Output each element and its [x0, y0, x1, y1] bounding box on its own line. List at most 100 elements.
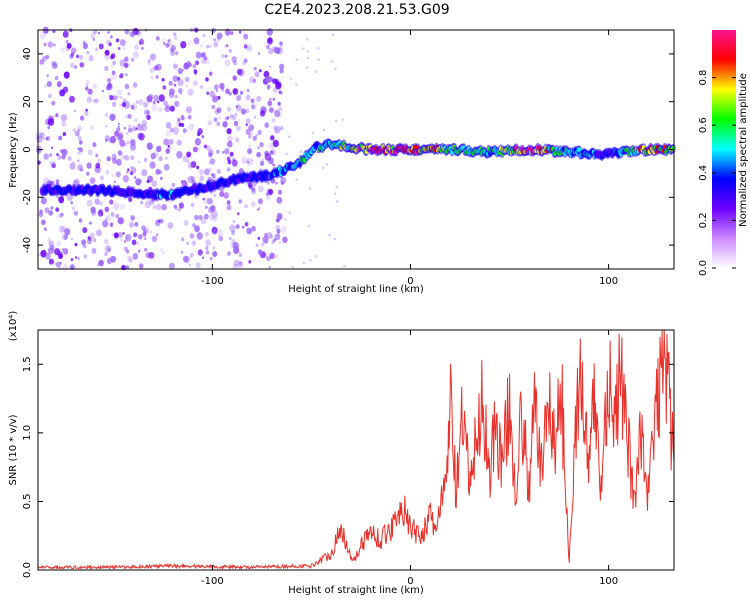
noise-speck [333, 237, 337, 241]
noise-speck [143, 157, 148, 162]
x-tick-label: -100 [201, 576, 224, 587]
noise-speck [99, 175, 104, 181]
noise-speck [125, 131, 129, 136]
noise-speck [194, 71, 198, 75]
noise-speck [117, 231, 123, 238]
noise-speck [187, 40, 192, 46]
noise-speck [173, 83, 177, 87]
noise-speck [176, 139, 182, 146]
noise-speck [274, 126, 281, 134]
noise-speck [44, 84, 47, 88]
noise-speck [122, 46, 126, 50]
noise-speck [134, 44, 140, 51]
noise-speck [238, 252, 243, 257]
noise-speck [217, 116, 222, 120]
noise-speck [224, 117, 228, 121]
noise-speck [272, 87, 278, 93]
noise-speck [229, 151, 234, 157]
noise-speck [245, 108, 250, 114]
noise-speck [127, 114, 132, 119]
noise-speck [232, 116, 237, 121]
noise-speck [110, 64, 114, 68]
noise-speck [173, 63, 178, 70]
noise-speck [257, 249, 263, 255]
noise-speck [65, 40, 69, 44]
noise-speck [185, 84, 188, 88]
noise-speck [122, 175, 129, 183]
noise-speck [246, 158, 253, 166]
noise-speck [245, 94, 251, 101]
noise-speck [86, 171, 90, 176]
noise-speck [264, 153, 271, 161]
noise-speck [152, 205, 156, 210]
noise-speck [132, 252, 139, 260]
noise-speck [92, 98, 97, 104]
noise-speck [325, 163, 329, 166]
noise-speck [106, 31, 110, 35]
noise-speck [66, 42, 72, 49]
noise-speck [106, 156, 111, 162]
noise-speck [236, 68, 243, 76]
noise-speck [273, 125, 278, 131]
noise-speck [94, 98, 99, 104]
noise-speck [205, 239, 211, 246]
noise-speck [223, 192, 229, 199]
noise-speck [211, 210, 218, 219]
noise-speck [186, 241, 190, 245]
noise-speck [143, 229, 147, 234]
noise-speck [178, 88, 183, 94]
noise-speck [105, 214, 111, 222]
noise-speck [147, 59, 151, 63]
noise-speck [155, 168, 161, 175]
noise-speck [131, 126, 137, 132]
noise-speck [95, 153, 99, 157]
noise-speck [305, 66, 309, 69]
noise-speck [282, 236, 288, 244]
noise-speck [198, 214, 203, 221]
noise-speck [276, 228, 281, 234]
noise-speck [110, 212, 115, 217]
noise-speck [115, 38, 120, 43]
noise-speck [130, 139, 136, 146]
noise-speck [58, 196, 65, 204]
noise-speck [131, 239, 137, 245]
noise-speck [267, 37, 273, 43]
noise-speck [93, 29, 97, 35]
noise-speck [246, 44, 252, 52]
x-tick-label: 100 [599, 276, 618, 287]
noise-speck [108, 42, 112, 47]
noise-speck [129, 143, 137, 151]
noise-speck [206, 44, 210, 49]
noise-speck [202, 197, 205, 201]
noise-speck [169, 262, 175, 270]
noise-speck [62, 248, 69, 255]
noise-speck [285, 152, 288, 155]
y-tick-label: 40 [22, 48, 33, 61]
colorbar-tick-label: 0.4 [698, 165, 709, 181]
noise-speck [119, 237, 123, 242]
noise-speck [46, 81, 52, 88]
snr-background [38, 330, 674, 570]
noise-speck [51, 146, 54, 149]
noise-speck [144, 109, 150, 116]
noise-speck [257, 208, 259, 211]
noise-speck [60, 225, 67, 233]
noise-speck [212, 228, 218, 235]
noise-speck [230, 114, 234, 119]
colorbar-tick-label: 0.0 [698, 260, 709, 276]
noise-speck [180, 41, 187, 49]
noise-speck [212, 246, 216, 250]
noise-speck [295, 58, 299, 61]
noise-speck [180, 115, 185, 121]
noise-speck [239, 261, 243, 266]
noise-speck [264, 122, 270, 128]
noise-speck [252, 182, 257, 187]
noise-speck [106, 39, 111, 45]
noise-speck [125, 115, 128, 119]
noise-speck [137, 123, 141, 127]
noise-speck [182, 155, 189, 163]
noise-speck [187, 114, 192, 120]
noise-speck [124, 142, 128, 147]
noise-speck [79, 115, 85, 121]
noise-speck [229, 224, 236, 233]
